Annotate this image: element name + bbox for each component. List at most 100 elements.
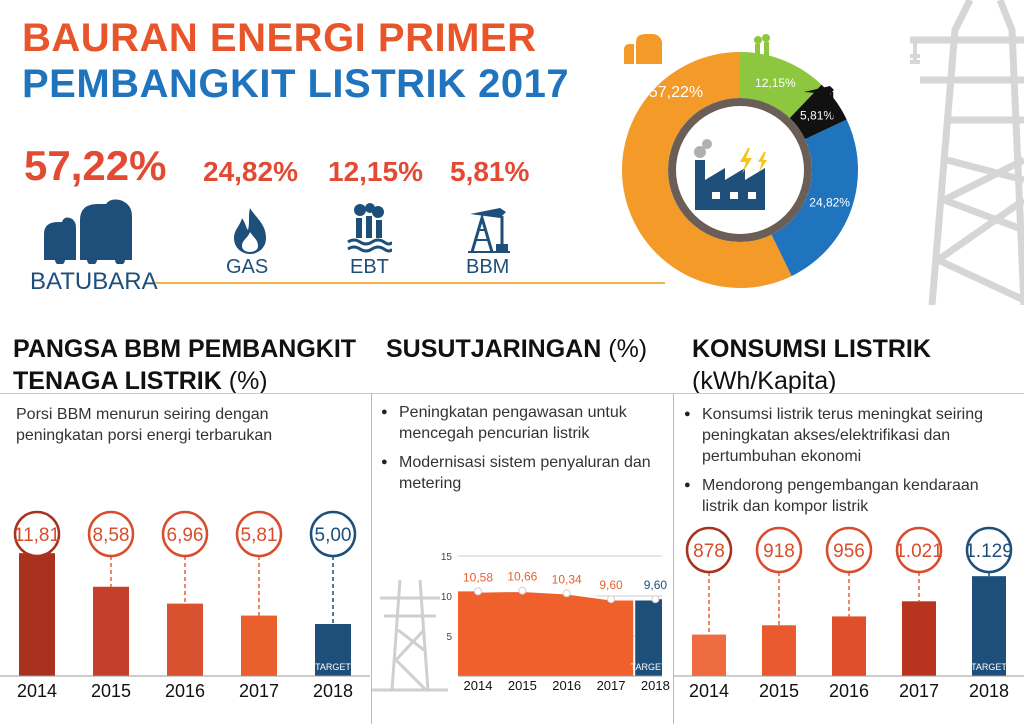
donut-label-ebt: 12,15% <box>755 76 796 90</box>
value-label-2017: 1.021 <box>895 541 943 562</box>
consumption-bullet-2: Mendorong pengembangan kendaraan listrik… <box>684 475 1014 517</box>
year-label-2014: 2014 <box>17 681 57 701</box>
bar-2017 <box>241 615 277 676</box>
losses-point-2018 <box>651 595 660 604</box>
target-tag: TARGET <box>971 662 1007 672</box>
bbm-subtitle: Porsi BBM menurun seiring dengan peningk… <box>16 406 273 444</box>
y-tick-10: 10 <box>441 592 453 603</box>
value-circle-2018 <box>309 510 357 558</box>
losses-year-2015: 2015 <box>508 678 537 693</box>
bar-2015 <box>93 586 129 676</box>
separator-line <box>155 282 665 284</box>
losses-year-2017: 2017 <box>597 678 626 693</box>
losses-value-2017: 9,60 <box>599 578 623 592</box>
value-circle-2017 <box>235 510 283 558</box>
small-transmission-tower-icon <box>372 579 448 692</box>
value-label-2014: 11,81 <box>14 525 60 546</box>
losses-target-tag: TARGET <box>631 662 667 672</box>
bbm-title-line1: PANGSA BBM PEMBANGKIT <box>13 335 357 363</box>
electricity-consumption-bar-chart: 878 2014 918 2015 956 2016 1.021 2017 1.129 2018 T… <box>674 526 1024 701</box>
oil-pump-icon <box>468 208 510 253</box>
title-line-2: PEMBANGKIT LISTRIK 2017 <box>22 62 570 106</box>
ebt-percentage: 12,15% <box>328 156 423 187</box>
value-label-2014: 878 <box>693 541 725 562</box>
year-label-2018: 2018 <box>313 681 353 701</box>
losses-bullet-1: Peningkatan pengawasan untuk mencegah pe… <box>381 402 671 444</box>
losses-value-2015: 10,66 <box>507 570 537 584</box>
losses-target-block <box>635 599 662 676</box>
losses-point-2015 <box>518 586 527 595</box>
donut-gas-icon <box>828 160 848 190</box>
bbm-share-bar-chart: 11,81 2014 8,58 2015 6,96 2016 5,81 2017 5,00 201… <box>0 510 370 701</box>
losses-point-2014 <box>474 587 482 596</box>
donut-slice-coal <box>622 52 792 288</box>
bbm-title-line2: TENAGA LISTRIK <box>13 367 222 395</box>
losses-year-2016: 2016 <box>552 678 581 693</box>
bar-2014 <box>692 634 726 676</box>
value-circle-2014 <box>13 510 61 558</box>
bbm-section-title: PANGSA BBM PEMBANGKIT TENAGA LISTRIK (%) <box>13 333 356 397</box>
losses-bullet-list: Peningkatan pengawasan untuk mencegah pe… <box>381 402 671 502</box>
section-divider-2 <box>673 393 674 724</box>
donut-renewable-icon <box>749 34 775 65</box>
value-circle-2015 <box>87 510 135 558</box>
year-label-2016: 2016 <box>829 681 869 701</box>
losses-title-unit: (%) <box>608 335 648 363</box>
losses-year-2018: 2018 <box>641 678 670 693</box>
bar-2016 <box>167 603 203 676</box>
network-losses-area-chart: 5 10 15 TARGET 10,58 2014 10,66 2015 10,34 2016 9,… <box>372 552 670 693</box>
factory-icon <box>694 139 767 210</box>
title-line-1: BAURAN ENERGI PRIMER <box>22 16 537 60</box>
consumption-title-unit: (kWh/Kapita) <box>692 367 837 395</box>
ebt-label: EBT <box>350 256 389 278</box>
donut-coal-icon <box>624 34 662 64</box>
gas-label: GAS <box>226 256 269 278</box>
section-divider-1 <box>371 393 372 724</box>
value-circle-2014 <box>685 526 733 574</box>
losses-value-2018: 9,60 <box>644 578 668 592</box>
gas-percentage: 24,82% <box>203 156 298 187</box>
bbm-percentage: 5,81% <box>450 156 530 187</box>
bar-2015 <box>762 625 796 676</box>
losses-point-2017 <box>607 595 616 604</box>
donut-label-bbm: 5,81% <box>800 108 834 122</box>
bar-2018 <box>315 624 351 676</box>
value-label-2018: 5,00 <box>315 525 352 546</box>
value-circle-2016 <box>825 526 873 574</box>
donut-slice-ebt <box>740 52 822 118</box>
donut-label-gas: 24,82% <box>809 195 850 209</box>
bbm-label: BBM <box>466 256 510 278</box>
consumption-title: KONSUMSI LISTRIK <box>692 335 931 363</box>
energy-mix-donut-chart: 57,22% 24,82% 12,15% 5,81% <box>622 34 858 288</box>
year-label-2016: 2016 <box>165 681 205 701</box>
y-tick-15: 15 <box>441 552 453 563</box>
year-label-2018: 2018 <box>969 681 1009 701</box>
year-label-2017: 2017 <box>899 681 939 701</box>
losses-title: SUSUTJARINGAN <box>386 335 602 363</box>
coal-icon <box>44 199 132 264</box>
renewable-plant-icon <box>347 203 392 253</box>
losses-section-title: SUSUTJARINGAN (%) <box>386 333 647 365</box>
consumption-bullet-list: Konsumsi listrik terus meningkat seiring… <box>684 404 1014 525</box>
coal-percentage: 57,22% <box>24 142 167 189</box>
value-circle-2016 <box>161 510 209 558</box>
losses-area <box>458 590 634 676</box>
losses-point-2016 <box>562 589 571 598</box>
bbm-title-unit: (%) <box>228 367 268 395</box>
transmission-tower-icon <box>910 0 1024 305</box>
year-label-2015: 2015 <box>759 681 799 701</box>
losses-year-2014: 2014 <box>464 678 493 693</box>
bar-2016 <box>832 616 866 676</box>
value-circle-2017 <box>895 526 943 574</box>
value-label-2015: 8,58 <box>93 525 130 546</box>
value-label-2016: 956 <box>833 541 865 562</box>
donut-label-coal: 57,22% <box>649 84 703 101</box>
value-circle-2018 <box>965 526 1013 574</box>
year-label-2014: 2014 <box>689 681 729 701</box>
bar-2014 <box>19 553 55 676</box>
year-label-2017: 2017 <box>239 681 279 701</box>
consumption-section-title: KONSUMSI LISTRIK (kWh/Kapita) <box>692 333 931 397</box>
losses-value-2014: 10,58 <box>463 570 493 584</box>
gas-flame-icon <box>234 208 266 254</box>
consumption-bullet-1: Konsumsi listrik terus meningkat seiring… <box>684 404 1014 467</box>
